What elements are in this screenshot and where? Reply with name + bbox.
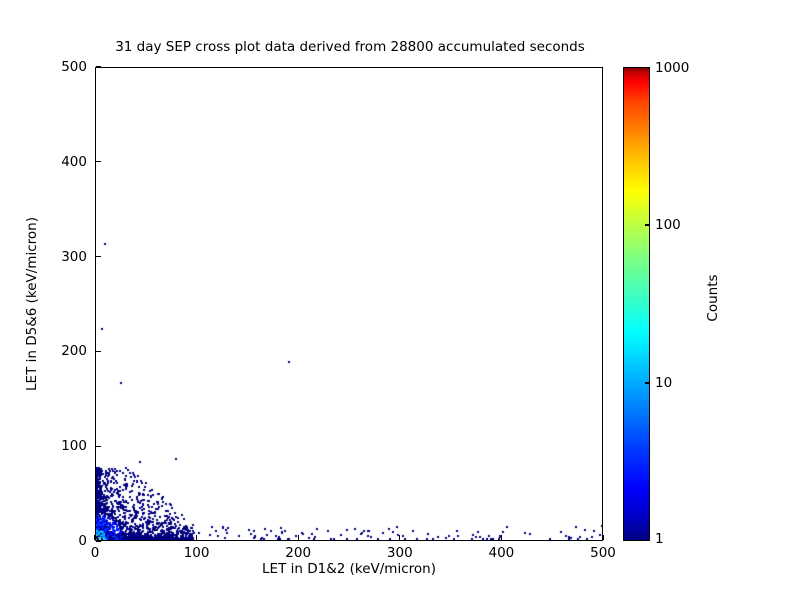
x-axis-ticklabel: 500 (590, 545, 616, 561)
x-axis-tick (500, 535, 503, 540)
x-axis-ticklabel: 400 (488, 545, 515, 561)
scatter-data-layer (96, 68, 602, 540)
colorbar-ticklabel: 100 (655, 217, 681, 233)
y-axis-ticklabel: 100 (61, 438, 87, 455)
y-axis-tick (96, 445, 101, 447)
y-axis-tick (96, 161, 101, 163)
colorbar[interactable] (623, 67, 650, 541)
x-axis-ticklabel: 100 (183, 545, 210, 561)
y-axis-tick (96, 350, 101, 353)
colorbar-label: Counts (705, 274, 721, 322)
x-axis-label: LET in D1&2 (keV/micron) (262, 561, 436, 577)
x-axis-ticklabel: 300 (386, 545, 413, 561)
x-axis-tick (94, 535, 96, 540)
colorbar-ticklabel: 1 (655, 531, 664, 547)
x-axis-ticklabel: 0 (90, 545, 100, 561)
colorbar-tick (645, 224, 650, 226)
x-axis-ticklabel: 200 (285, 545, 312, 561)
y-axis-ticklabel: 0 (78, 533, 87, 549)
y-axis-tick (96, 540, 101, 542)
colorbar-ticklabel: 10 (655, 375, 673, 391)
x-axis-tick (297, 535, 299, 540)
y-axis-ticklabel: 200 (61, 343, 87, 360)
colorbar-tick (645, 382, 650, 384)
y-axis-label: LET in D5&6 (keV/micron) (24, 217, 40, 391)
x-axis-tick (399, 535, 401, 540)
chart-title-line-1: 31 day SEP cross plot data derived from … (115, 39, 585, 55)
y-axis-ticklabel: 300 (61, 248, 87, 265)
y-axis-tick (96, 66, 101, 68)
colorbar-gradient (623, 67, 650, 541)
y-axis-tick (96, 255, 101, 258)
y-axis-ticklabel: 500 (61, 59, 87, 75)
x-axis-tick (195, 535, 198, 540)
y-axis-ticklabel: 400 (61, 153, 87, 170)
plot-area[interactable] (95, 67, 603, 541)
x-axis-tick (602, 535, 604, 540)
colorbar-ticklabel: 1000 (655, 60, 690, 76)
